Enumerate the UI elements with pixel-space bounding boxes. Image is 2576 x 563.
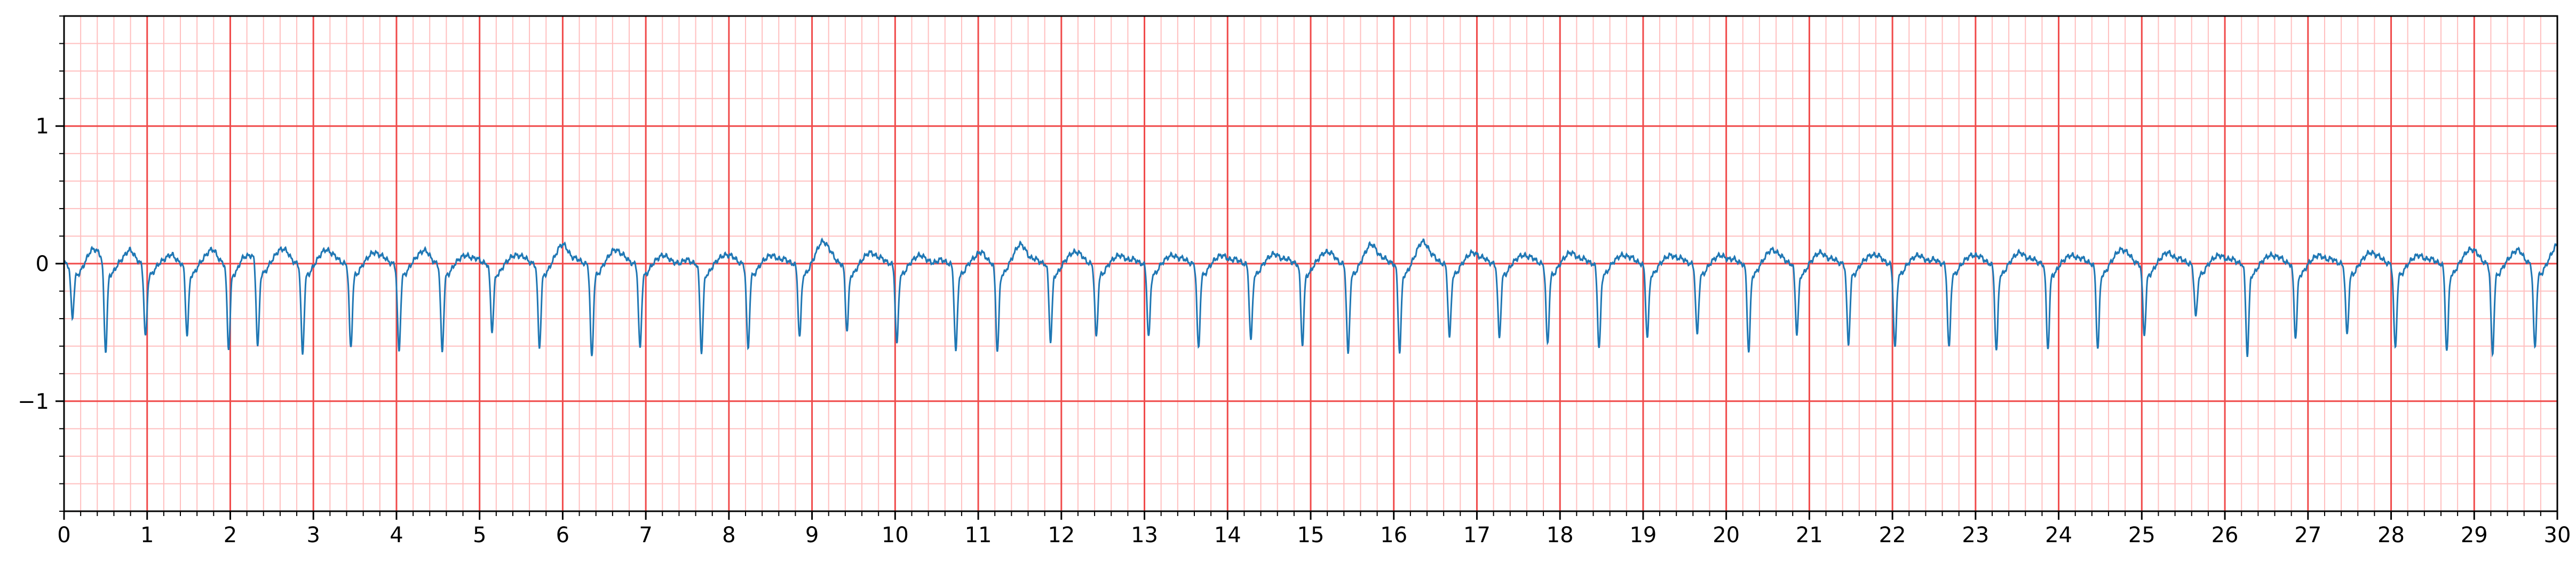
x-tick-label: 14 (1214, 523, 1241, 548)
x-tick-label: 6 (556, 523, 569, 548)
y-tick-label: −1 (18, 390, 49, 414)
x-tick-label: 1 (140, 523, 154, 548)
x-tick-label: 8 (722, 523, 735, 548)
ecg-series-line (63, 237, 2558, 358)
x-tick-label: 26 (2212, 523, 2239, 548)
x-tick-label: 20 (1713, 523, 1740, 548)
x-tick-label: 15 (1297, 523, 1325, 548)
x-tick-label: 17 (1463, 523, 1491, 548)
x-tick-label: 9 (805, 523, 819, 548)
x-tick-label: 2 (224, 523, 237, 548)
x-tick-label: 29 (2461, 523, 2488, 548)
x-tick-label: 23 (1962, 523, 1989, 548)
x-tick-label: 22 (1879, 523, 1906, 548)
x-tick-label: 16 (1380, 523, 1407, 548)
x-tick-label: 7 (639, 523, 652, 548)
x-tick-label: 4 (390, 523, 403, 548)
x-tick-label: 24 (2045, 523, 2072, 548)
x-tick-label: 0 (57, 523, 70, 548)
x-tick-label: 3 (306, 523, 320, 548)
x-tick-label: 21 (1796, 523, 1823, 548)
x-tick-label: 30 (2544, 523, 2571, 548)
x-tick-label: 10 (882, 523, 909, 548)
x-tick-label: 13 (1131, 523, 1158, 548)
x-tick-label: 28 (2377, 523, 2405, 548)
x-tick-label: 5 (473, 523, 486, 548)
x-tick-label: 18 (1547, 523, 1574, 548)
x-axis-ticks: 0 1 2 3 4 5 6 7 8 9 10 11 12 13 14 15 16 17 18 19 20 21 22 23 24… (57, 511, 2571, 548)
x-tick-label: 19 (1629, 523, 1656, 548)
x-tick-label: 11 (965, 523, 992, 548)
major-grid (63, 16, 2558, 511)
y-tick-label: 1 (36, 114, 49, 139)
y-axis-ticks: −1 0 1 (18, 15, 64, 512)
series-layer (63, 237, 2558, 358)
x-tick-label: 25 (2128, 523, 2155, 548)
y-tick-label: 0 (36, 252, 49, 276)
x-tick-label: 27 (2294, 523, 2321, 548)
x-tick-label: 12 (1048, 523, 1075, 548)
